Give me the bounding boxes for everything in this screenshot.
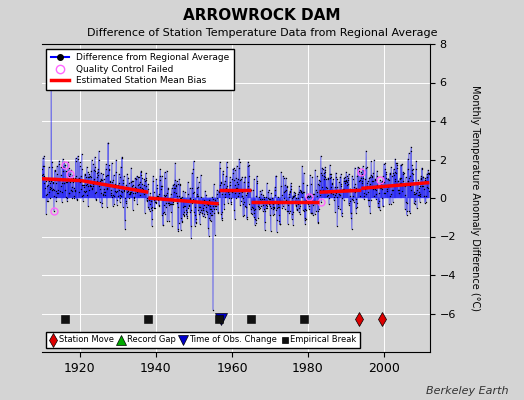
Text: Berkeley Earth: Berkeley Earth: [426, 386, 508, 396]
Y-axis label: Monthly Temperature Anomaly Difference (°C): Monthly Temperature Anomaly Difference (…: [470, 85, 480, 311]
Legend: Station Move, Record Gap, Time of Obs. Change, Empirical Break: Station Move, Record Gap, Time of Obs. C…: [46, 332, 360, 348]
Text: Difference of Station Temperature Data from Regional Average: Difference of Station Temperature Data f…: [87, 28, 437, 38]
Text: ARROWROCK DAM: ARROWROCK DAM: [183, 8, 341, 23]
